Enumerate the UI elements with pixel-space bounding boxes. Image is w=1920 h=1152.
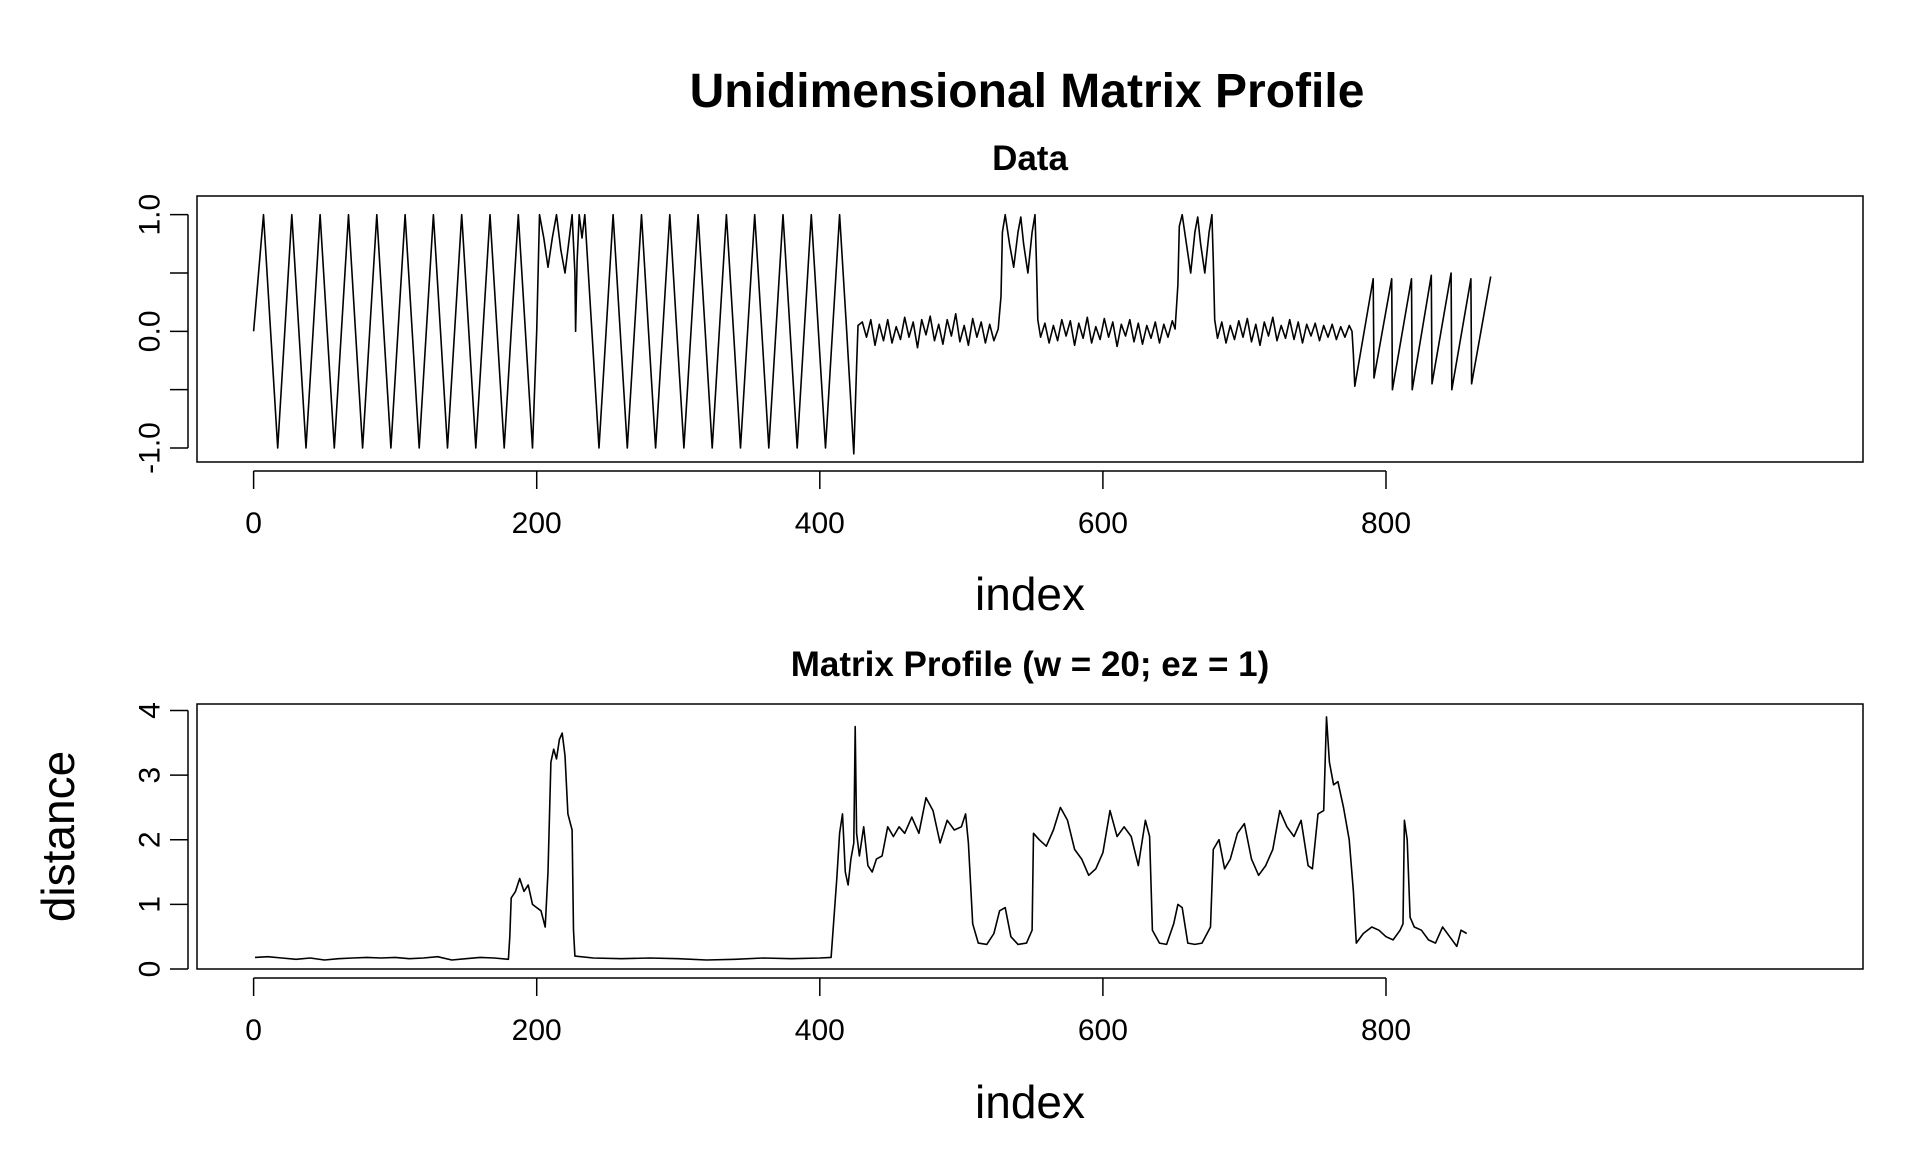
x-tick-label: 400	[795, 507, 845, 540]
y-tick-label: 0	[134, 961, 167, 978]
x-tick-label: 200	[512, 507, 562, 540]
x-tick-label: 400	[795, 1014, 845, 1047]
main-title: Unidimensional Matrix Profile	[690, 65, 1365, 118]
x-axis-label: index	[975, 1076, 1085, 1128]
data-panel: Data 0 200 400 600 800 index -1.0 0.0 1.0	[134, 139, 1864, 620]
panel-title: Data	[992, 139, 1068, 178]
x-tick-label: 800	[1361, 507, 1411, 540]
x-tick-label: 0	[245, 507, 262, 540]
y-tick-label: 0.0	[134, 310, 167, 352]
x-tick-label: 600	[1078, 1014, 1128, 1047]
x-tick-label: 0	[245, 1014, 262, 1047]
y-tick-label: 2	[134, 831, 167, 848]
y-tick-label: 4	[134, 702, 167, 719]
y-tick-label: 3	[134, 767, 167, 784]
y-tick-label: 1	[134, 896, 167, 913]
x-axis-label: index	[975, 568, 1085, 620]
y-axis-label: distance	[32, 751, 84, 922]
plot-frame	[196, 703, 1864, 970]
series-line	[252, 213, 1492, 455]
y-tick-label: 1.0	[134, 194, 167, 236]
y-tick-label: -1.0	[134, 422, 167, 474]
panel-title: Matrix Profile (w = 20; ez = 1)	[791, 645, 1270, 684]
x-tick-label: 200	[512, 1014, 562, 1047]
x-tick-label: 800	[1361, 1014, 1411, 1047]
matrix-profile-panel: Matrix Profile (w = 20; ez = 1) 0 200 400 60…	[32, 645, 1864, 1128]
series-line	[254, 716, 1468, 961]
x-tick-label: 600	[1078, 507, 1128, 540]
plot-frame	[196, 195, 1864, 463]
